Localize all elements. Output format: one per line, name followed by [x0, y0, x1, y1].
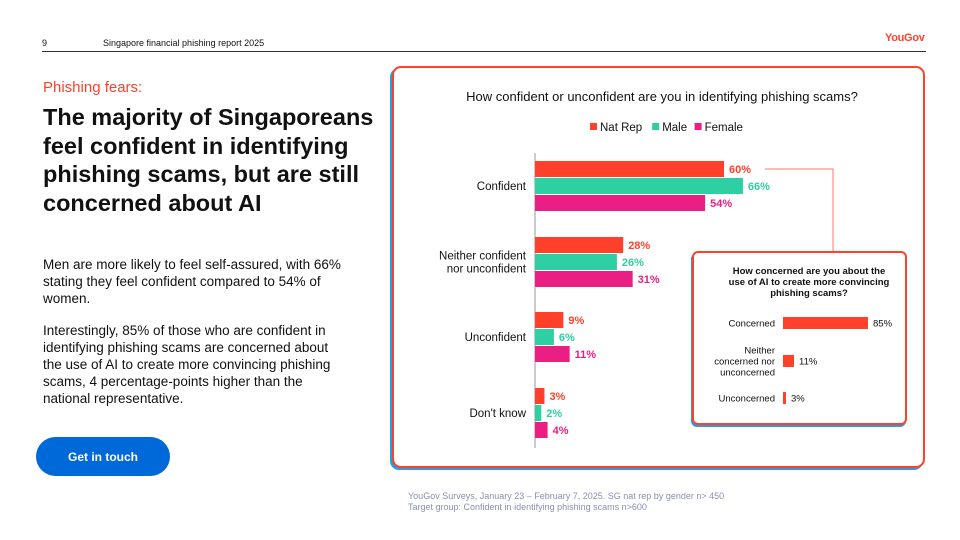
data-label: 26% — [622, 257, 644, 269]
legend-swatch-nat-rep — [590, 123, 597, 130]
category-label: Unconfident — [465, 332, 527, 344]
inset-data-label: 3% — [791, 394, 805, 405]
bar-nat-rep — [535, 161, 724, 177]
page-number: 9 — [42, 38, 48, 48]
category-label: Confident — [477, 181, 527, 193]
section-kicker: Phishing fears: — [43, 79, 143, 96]
legend-label-nat-rep: Nat Rep — [600, 122, 642, 134]
data-label: 4% — [553, 425, 569, 437]
get-in-touch-button[interactable]: Get in touch — [36, 437, 170, 476]
inset-card — [692, 251, 907, 425]
inset-category-label: Concerned — [729, 319, 775, 330]
category-label: Neither confident — [439, 251, 527, 263]
inset-bar — [783, 392, 786, 404]
legend-label-male: Male — [662, 122, 687, 134]
data-label: 11% — [575, 349, 597, 361]
source-line-1: YouGov Surveys, January 23 – February 7,… — [408, 491, 725, 501]
yougov-logo: YouGov — [885, 32, 925, 44]
category-label: nor unconfident — [447, 264, 527, 276]
chart-title: How confident or unconfident are you in … — [466, 89, 858, 104]
data-label: 66% — [748, 181, 770, 193]
bar-female — [535, 346, 570, 362]
inset-bar — [783, 355, 794, 367]
inset-data-label: 85% — [873, 319, 893, 330]
category-label: Don't know — [469, 408, 526, 420]
bar-nat-rep — [535, 312, 564, 328]
source-line-2: Target group: Confident in identifying p… — [408, 502, 647, 512]
bar-nat-rep — [535, 388, 545, 404]
data-label: 9% — [568, 315, 584, 327]
legend-swatch-female — [694, 123, 702, 130]
data-label: 60% — [729, 164, 751, 176]
body-paragraph-2: Interestingly, 85% of those who are conf… — [43, 323, 331, 406]
inset-title-line: use of AI to create more convincing — [729, 277, 890, 288]
page-headline: The majority of Singaporeans feel confid… — [43, 104, 374, 216]
header-divider — [42, 51, 926, 52]
report-title: Singapore financial phishing report 2025 — [103, 38, 265, 48]
data-label: 54% — [710, 198, 732, 210]
inset-title-line: How concerned are you about the — [733, 266, 886, 277]
source-note: YouGov Surveys, January 23 – February 7,… — [408, 491, 724, 513]
inset-category-label: Neither — [744, 346, 775, 357]
data-label: 28% — [628, 240, 650, 252]
inset-category-label: concerned nor — [714, 357, 775, 368]
data-label: 3% — [549, 391, 565, 403]
bar-female — [535, 271, 633, 287]
bar-female — [535, 422, 548, 438]
data-label: 2% — [546, 408, 562, 420]
bar-nat-rep — [535, 237, 624, 253]
data-label: 31% — [638, 274, 660, 286]
bar-male — [535, 329, 554, 345]
inset-category-label: unconcerned — [720, 368, 775, 379]
inset-category-label: Unconcerned — [718, 394, 775, 405]
inset-bar — [783, 317, 868, 329]
bar-female — [535, 195, 706, 211]
legend-label-female: Female — [705, 122, 743, 134]
data-label: 6% — [559, 332, 575, 344]
body-paragraph-1: Men are more likely to feel self-assured… — [43, 257, 341, 306]
inset-title-line: phishing scams? — [770, 288, 848, 299]
callout-connector — [765, 168, 834, 251]
bar-male — [535, 405, 542, 421]
legend-swatch-male — [652, 123, 660, 130]
bar-male — [535, 178, 743, 194]
inset-data-label: 11% — [799, 357, 818, 368]
bar-male — [535, 254, 617, 270]
